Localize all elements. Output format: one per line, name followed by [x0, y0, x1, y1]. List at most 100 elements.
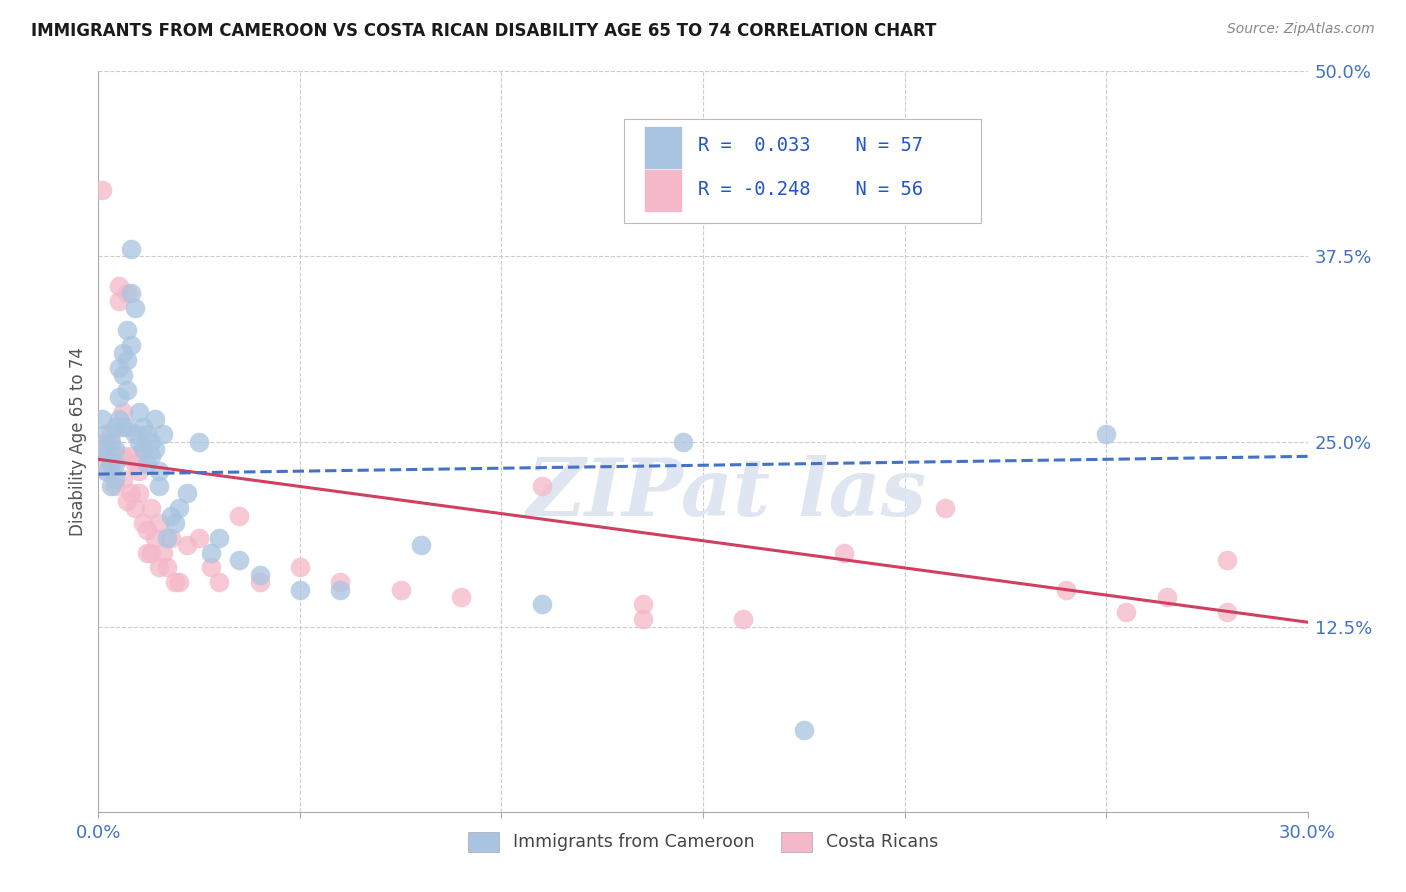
Point: [124, 301, 146, 316]
FancyBboxPatch shape: [624, 120, 981, 223]
Point: [115, 353, 138, 368]
Point: [188, 531, 211, 545]
Legend: Immigrants from Cameroon, Costa Ricans: Immigrants from Cameroon, Costa Ricans: [461, 824, 945, 859]
Point: [288, 560, 311, 574]
Point: [115, 493, 138, 508]
Point: [103, 419, 125, 434]
Point: [132, 516, 155, 530]
Point: [107, 412, 129, 426]
Point: [103, 442, 125, 456]
Point: [793, 723, 815, 738]
Point: [103, 457, 125, 471]
Point: [1156, 590, 1178, 604]
Point: [200, 560, 222, 574]
Point: [188, 434, 211, 449]
Point: [672, 434, 695, 449]
Point: [100, 427, 122, 442]
Point: [733, 612, 755, 626]
Point: [1216, 605, 1239, 619]
Point: [91, 183, 114, 197]
Point: [120, 338, 142, 352]
Point: [1216, 553, 1239, 567]
Point: [409, 538, 432, 552]
Point: [100, 479, 122, 493]
Point: [100, 457, 122, 471]
Point: [139, 450, 162, 464]
Point: [631, 598, 654, 612]
Point: [135, 457, 157, 471]
Y-axis label: Disability Age 65 to 74: Disability Age 65 to 74: [69, 347, 87, 536]
Point: [96, 464, 118, 478]
Point: [228, 508, 250, 523]
Point: [156, 560, 179, 574]
Point: [111, 450, 134, 464]
Point: [167, 575, 190, 590]
Point: [111, 405, 134, 419]
Point: [152, 427, 174, 442]
Point: [148, 560, 170, 574]
Point: [832, 546, 855, 560]
Point: [156, 531, 179, 545]
Point: [132, 419, 155, 434]
Point: [139, 501, 162, 516]
Point: [103, 471, 125, 485]
Point: [107, 360, 129, 375]
Point: [100, 457, 122, 471]
Point: [200, 546, 222, 560]
Point: [107, 293, 129, 308]
Point: [120, 450, 142, 464]
Point: [96, 464, 118, 478]
Point: [115, 419, 138, 434]
Point: [208, 575, 231, 590]
Point: [96, 450, 118, 464]
Point: [132, 442, 155, 456]
Bar: [645, 169, 682, 211]
Point: [148, 464, 170, 478]
Point: [143, 442, 166, 456]
Point: [103, 479, 125, 493]
Text: Source: ZipAtlas.com: Source: ZipAtlas.com: [1227, 22, 1375, 37]
Point: [103, 450, 125, 464]
Point: [288, 582, 311, 597]
Point: [163, 516, 186, 530]
Point: [143, 531, 166, 545]
Point: [111, 471, 134, 485]
Point: [249, 567, 271, 582]
Point: [148, 479, 170, 493]
Point: [111, 368, 134, 382]
Point: [228, 553, 250, 567]
Point: [450, 590, 472, 604]
Text: R =  0.033    N = 57: R = 0.033 N = 57: [699, 136, 924, 155]
Point: [120, 242, 142, 256]
Point: [176, 486, 198, 500]
Point: [1095, 427, 1118, 442]
Point: [135, 546, 157, 560]
Point: [107, 279, 129, 293]
Point: [96, 434, 118, 449]
Point: [91, 412, 114, 426]
Text: IMMIGRANTS FROM CAMEROON VS COSTA RICAN DISABILITY AGE 65 TO 74 CORRELATION CHAR: IMMIGRANTS FROM CAMEROON VS COSTA RICAN …: [31, 22, 936, 40]
Point: [160, 531, 183, 545]
Point: [139, 434, 162, 449]
Point: [1115, 605, 1137, 619]
Point: [96, 427, 118, 442]
Bar: [645, 127, 682, 168]
Point: [128, 405, 150, 419]
Point: [115, 383, 138, 397]
Point: [139, 546, 162, 560]
Point: [249, 575, 271, 590]
Point: [152, 546, 174, 560]
Text: ZIPat las: ZIPat las: [527, 455, 927, 533]
Point: [115, 324, 138, 338]
Point: [128, 434, 150, 449]
Point: [176, 538, 198, 552]
Point: [135, 427, 157, 442]
Point: [128, 486, 150, 500]
Point: [143, 412, 166, 426]
Point: [132, 442, 155, 456]
Point: [135, 524, 157, 538]
Point: [167, 501, 190, 516]
Point: [120, 286, 142, 301]
Point: [329, 582, 352, 597]
Point: [111, 419, 134, 434]
